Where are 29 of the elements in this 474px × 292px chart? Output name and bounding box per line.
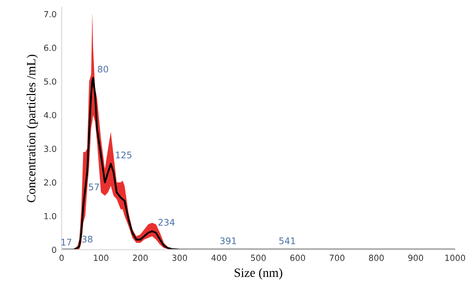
x-tick-label: 600: [290, 254, 306, 261]
annotation: 125: [116, 152, 132, 158]
annotation: 234: [158, 218, 175, 226]
annotation: 17: [62, 238, 72, 246]
annotation: 38: [82, 236, 92, 243]
annotation: 541: [279, 238, 296, 244]
x-tick-label: 0: [60, 254, 64, 261]
x-tick-label: 900: [408, 254, 424, 261]
x-tick-label: 700: [330, 254, 344, 261]
annotation: 57: [88, 184, 99, 190]
y-tick-label: 5.0: [44, 78, 56, 85]
x-tick-label: 800: [368, 254, 384, 261]
x-tick-label: 100: [94, 254, 108, 261]
x-tick-label: 500: [251, 254, 266, 261]
x-tick-label: 200: [132, 254, 148, 261]
x-tick-label: 400: [211, 254, 226, 261]
annotation: 80: [98, 66, 108, 73]
y-tick-label: 1.0: [44, 212, 56, 220]
y-tick-label: 0: [52, 246, 56, 253]
y-axis-title: Concentration (particles /mL): [26, 54, 38, 202]
y-tick-label: 2.0: [44, 179, 56, 186]
y-tick-label: 7.0: [44, 11, 56, 18]
y-tick-label: 6.0: [44, 44, 56, 51]
y-tick-label: 3.0: [44, 146, 56, 152]
x-tick-label: 300: [172, 254, 188, 261]
annotation: 391: [220, 237, 236, 244]
y-tick-label: 4.0: [44, 112, 56, 118]
x-tick-label: 1000: [445, 254, 466, 261]
x-axis-title: Size (nm): [234, 268, 282, 280]
